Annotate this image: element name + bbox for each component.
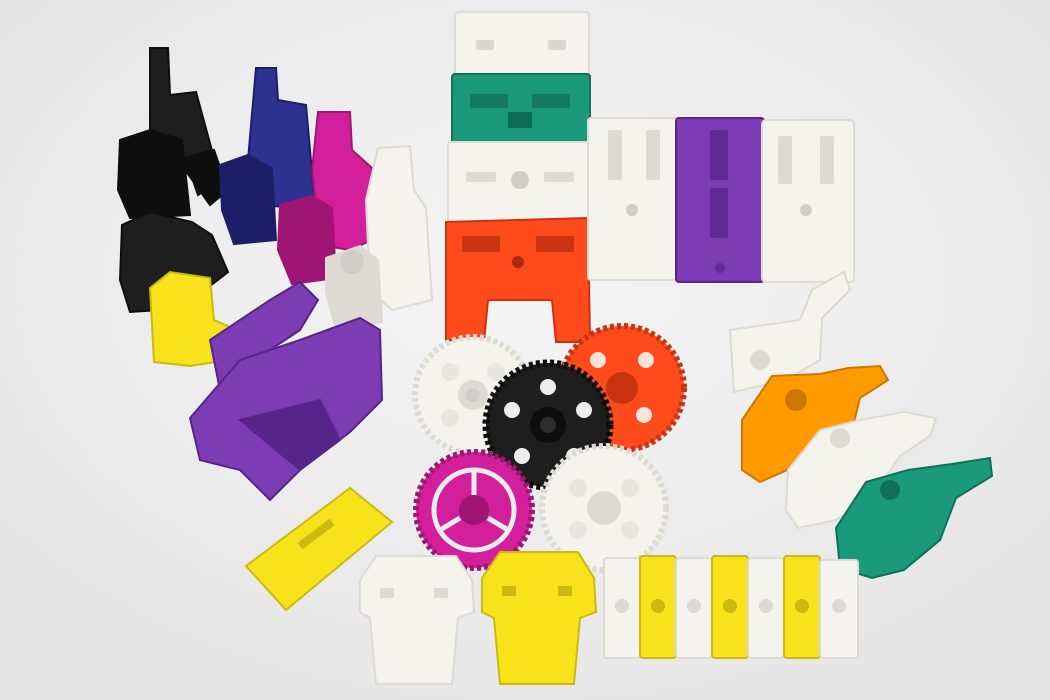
purple-extruder — [188, 280, 384, 502]
white-clip-right-bottom — [784, 410, 938, 530]
navy-clips — [218, 67, 316, 246]
magenta-gear — [413, 449, 535, 571]
white-clip-right-top — [728, 270, 852, 394]
white-block-top — [454, 11, 590, 79]
yellow-plate — [244, 486, 394, 612]
white-block-middle — [447, 141, 591, 223]
orange-clip — [741, 364, 890, 484]
yellow-bottom-bracket — [481, 551, 598, 685]
white-block-far-right — [761, 119, 855, 283]
teal-clip — [834, 456, 994, 580]
purple-block — [675, 117, 765, 283]
magenta-clips — [276, 111, 378, 286]
alternating-blocks-row — [603, 555, 859, 659]
white-gear-small — [539, 443, 669, 573]
white-block-right — [587, 117, 679, 281]
white-clip — [325, 144, 434, 332]
black-idler-clips — [116, 47, 230, 314]
white-bottom-bracket — [359, 555, 476, 685]
teal-block — [451, 73, 591, 147]
